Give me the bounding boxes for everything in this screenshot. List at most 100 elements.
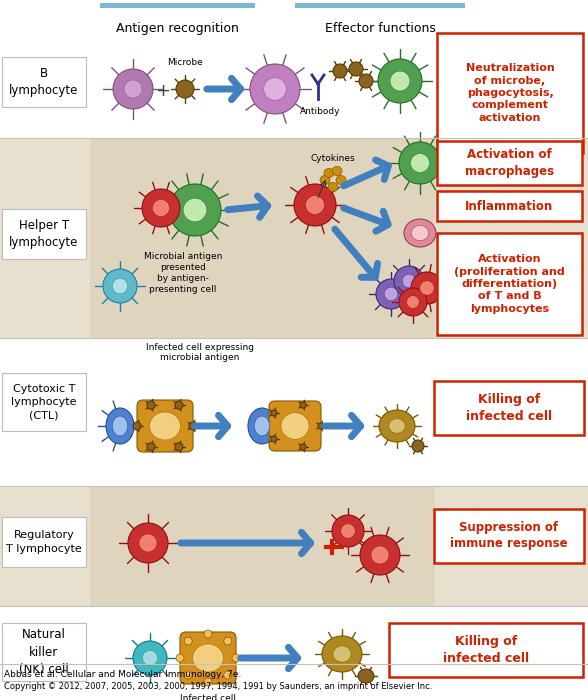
Ellipse shape [128, 523, 168, 563]
FancyBboxPatch shape [2, 623, 86, 681]
Ellipse shape [300, 402, 306, 408]
Ellipse shape [358, 669, 374, 683]
Text: Killing of
infected cell: Killing of infected cell [466, 393, 552, 423]
Ellipse shape [407, 295, 419, 308]
Ellipse shape [376, 279, 406, 309]
Text: Antibody: Antibody [300, 107, 340, 116]
Circle shape [232, 654, 240, 662]
FancyBboxPatch shape [437, 233, 582, 335]
FancyBboxPatch shape [437, 141, 582, 185]
Ellipse shape [332, 167, 342, 176]
Ellipse shape [318, 423, 324, 429]
Bar [0, 138, 588, 338]
Ellipse shape [147, 443, 155, 451]
Ellipse shape [333, 646, 351, 662]
Ellipse shape [410, 153, 429, 172]
Ellipse shape [106, 408, 134, 444]
Ellipse shape [394, 266, 424, 296]
Ellipse shape [133, 422, 141, 430]
FancyBboxPatch shape [434, 381, 584, 435]
Bar [0, 338, 588, 486]
Ellipse shape [378, 59, 422, 103]
FancyBboxPatch shape [269, 401, 321, 451]
Circle shape [224, 671, 232, 679]
Text: Regulatory
T lymphocyte: Regulatory T lymphocyte [6, 531, 82, 554]
Ellipse shape [320, 176, 330, 185]
Ellipse shape [384, 287, 397, 301]
Text: Infected cell expressing
microbial antigen: Infected cell expressing microbial antig… [146, 343, 254, 363]
Circle shape [204, 678, 212, 686]
Ellipse shape [411, 272, 443, 304]
Bar [295, 3, 465, 8]
Ellipse shape [324, 169, 334, 178]
Text: Killing of
infected cell: Killing of infected cell [443, 636, 529, 664]
Ellipse shape [142, 650, 158, 666]
Ellipse shape [411, 225, 429, 241]
Ellipse shape [149, 412, 181, 440]
Text: Cytokines: Cytokines [310, 154, 355, 163]
Ellipse shape [169, 184, 221, 236]
Text: Effector functions: Effector functions [325, 22, 436, 35]
FancyBboxPatch shape [2, 373, 86, 431]
Bar [90, 486, 435, 606]
Ellipse shape [404, 219, 436, 247]
FancyBboxPatch shape [137, 400, 193, 452]
Ellipse shape [112, 279, 128, 294]
Ellipse shape [399, 288, 427, 316]
Ellipse shape [133, 641, 167, 675]
Ellipse shape [103, 269, 137, 303]
Ellipse shape [300, 444, 306, 450]
Circle shape [176, 654, 184, 662]
Text: Microbial antigen
presented
by antigen-
presenting cell: Microbial antigen presented by antigen- … [144, 252, 222, 294]
Ellipse shape [360, 535, 400, 575]
Text: Cytotoxic T
lymphocyte
(CTL): Cytotoxic T lymphocyte (CTL) [11, 384, 77, 420]
Ellipse shape [175, 443, 183, 451]
Ellipse shape [250, 64, 300, 114]
Ellipse shape [332, 515, 364, 547]
Text: Natural
killer
(NK) cell: Natural killer (NK) cell [19, 629, 69, 676]
Ellipse shape [264, 78, 286, 100]
Text: B
lymphocyte: B lymphocyte [9, 67, 79, 97]
FancyBboxPatch shape [437, 33, 583, 153]
Ellipse shape [389, 419, 405, 433]
Ellipse shape [248, 408, 276, 444]
Text: Activation of
macrophages: Activation of macrophages [465, 148, 554, 178]
FancyBboxPatch shape [389, 623, 583, 677]
FancyBboxPatch shape [437, 191, 582, 221]
Circle shape [184, 637, 192, 645]
Bar [0, 606, 588, 664]
Ellipse shape [399, 142, 441, 184]
Ellipse shape [333, 64, 347, 78]
FancyBboxPatch shape [434, 509, 584, 563]
Ellipse shape [336, 176, 346, 185]
Ellipse shape [371, 546, 389, 564]
Ellipse shape [412, 440, 424, 452]
Bar [0, 30, 588, 138]
Circle shape [204, 630, 212, 638]
Ellipse shape [390, 71, 410, 91]
Text: Suppression of
immune response: Suppression of immune response [450, 522, 568, 550]
Text: Neutralization
of microbe,
phagocytosis,
complement
activation: Neutralization of microbe, phagocytosis,… [466, 63, 554, 122]
Ellipse shape [379, 410, 415, 442]
Ellipse shape [402, 274, 416, 288]
Ellipse shape [175, 401, 183, 410]
FancyBboxPatch shape [180, 632, 236, 684]
Ellipse shape [189, 422, 197, 430]
Ellipse shape [306, 195, 325, 214]
Text: Abbas et al: Cellular and Molecular Immunology, 7e.: Abbas et al: Cellular and Molecular Immu… [4, 670, 242, 679]
Text: +: + [155, 82, 171, 100]
Text: Activation
(proliferation and
differentiation)
of T and B
lymphocytes: Activation (proliferation and differenti… [454, 254, 565, 314]
Ellipse shape [359, 74, 373, 88]
Circle shape [224, 637, 232, 645]
Ellipse shape [328, 183, 338, 192]
Ellipse shape [322, 636, 362, 672]
Text: Helper T
lymphocyte: Helper T lymphocyte [9, 219, 79, 249]
Ellipse shape [152, 199, 169, 216]
Text: Inflammation: Inflammation [465, 199, 554, 213]
Ellipse shape [183, 198, 207, 222]
Bar [100, 3, 255, 8]
FancyBboxPatch shape [2, 517, 86, 567]
Ellipse shape [341, 524, 355, 538]
Ellipse shape [271, 410, 277, 416]
FancyBboxPatch shape [2, 209, 86, 259]
